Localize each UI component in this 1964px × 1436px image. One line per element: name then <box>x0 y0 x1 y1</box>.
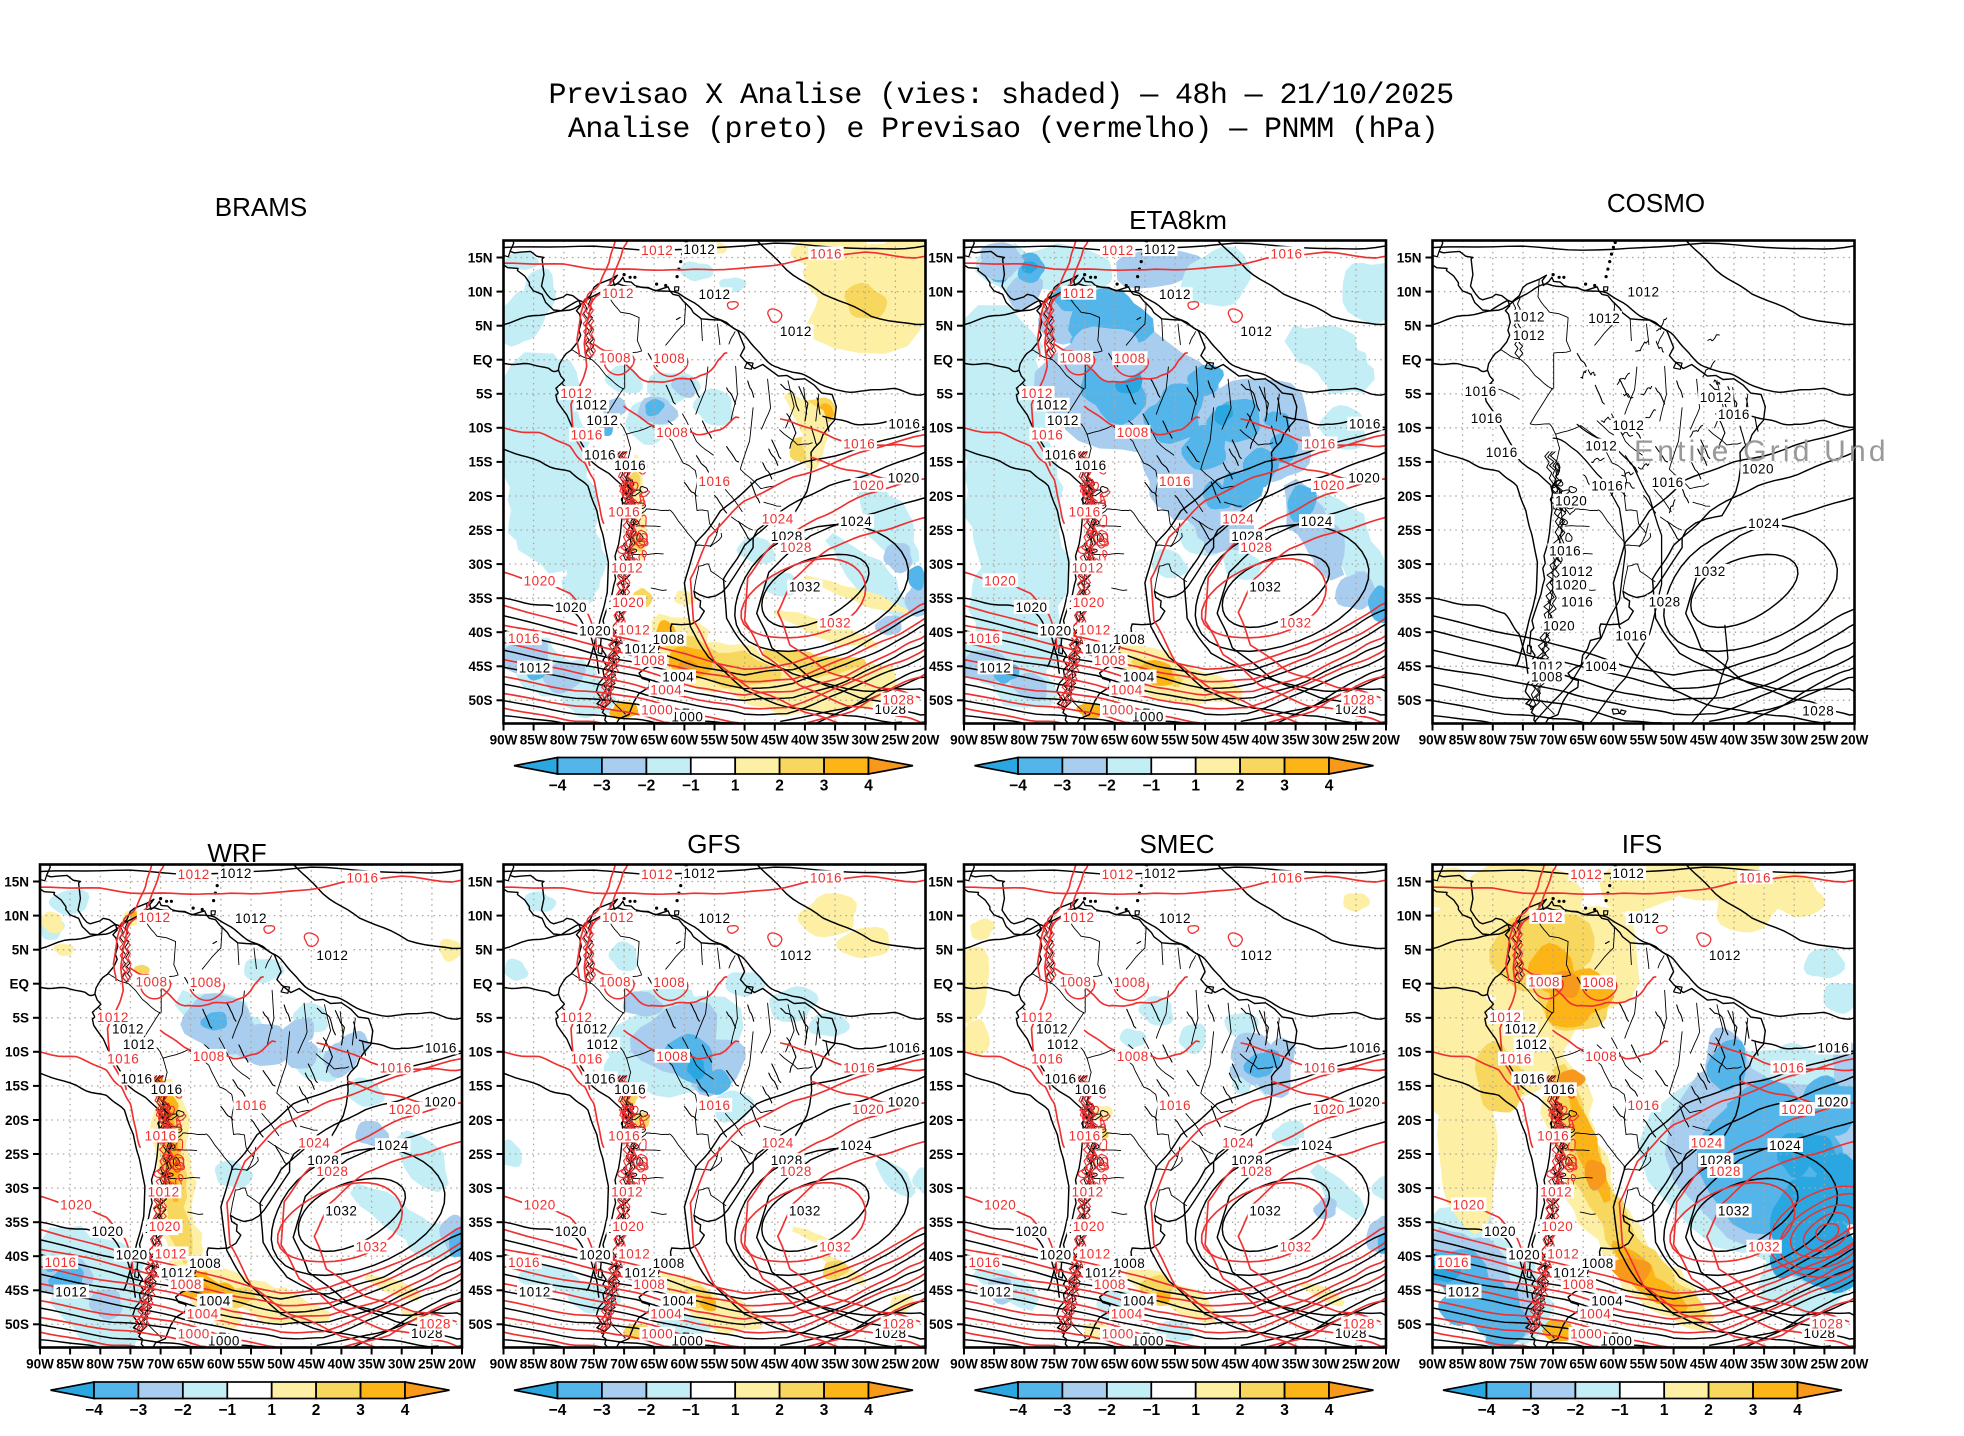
svg-text:GFS: GFS <box>687 829 740 859</box>
svg-text:SMEC: SMEC <box>1139 829 1214 859</box>
svg-text:1012: 1012 <box>1700 390 1732 405</box>
svg-text:1016: 1016 <box>1561 594 1593 609</box>
svg-text:1028: 1028 <box>1802 703 1834 718</box>
svg-text:1012: 1012 <box>1588 311 1620 326</box>
svg-text:1012: 1012 <box>1513 328 1545 343</box>
svg-text:Entire Grid Und: Entire Grid Und <box>1634 435 1889 468</box>
svg-text:1016: 1016 <box>1615 629 1647 644</box>
svg-text:1012: 1012 <box>1561 564 1593 579</box>
svg-text:1020: 1020 <box>1555 494 1587 509</box>
svg-text:1016: 1016 <box>1718 407 1750 422</box>
svg-text:Previsao X Analise (vies: shad: Previsao X Analise (vies: shaded) — 48h … <box>549 79 1454 113</box>
svg-text:1012: 1012 <box>1585 438 1617 453</box>
svg-text:1016: 1016 <box>1471 411 1503 426</box>
svg-text:1016: 1016 <box>1486 445 1518 460</box>
svg-text:1024: 1024 <box>1748 516 1780 531</box>
svg-text:1012: 1012 <box>1627 285 1659 300</box>
svg-text:1020: 1020 <box>1555 577 1587 592</box>
svg-text:1016: 1016 <box>1465 384 1497 399</box>
svg-text:WRF: WRF <box>207 838 266 868</box>
svg-text:1012: 1012 <box>1612 418 1644 433</box>
svg-text:1012: 1012 <box>1513 310 1545 325</box>
svg-text:1028: 1028 <box>1649 594 1681 609</box>
svg-text:1008: 1008 <box>1531 669 1563 684</box>
svg-text:Analise (preto) e Previsao (ve: Analise (preto) e Previsao (vermelho) — … <box>568 113 1438 147</box>
svg-text:1016: 1016 <box>1652 475 1684 490</box>
svg-text:1020: 1020 <box>1543 618 1575 633</box>
svg-text:IFS: IFS <box>1622 829 1662 859</box>
svg-text:1020: 1020 <box>1742 462 1774 477</box>
svg-text:BRAMS: BRAMS <box>215 192 307 222</box>
svg-text:1016: 1016 <box>1591 479 1623 494</box>
svg-text:1016: 1016 <box>1549 543 1581 558</box>
svg-text:1032: 1032 <box>1694 564 1726 579</box>
svg-text:ETA8km: ETA8km <box>1129 205 1227 235</box>
svg-text:COSMO: COSMO <box>1607 188 1705 218</box>
svg-text:1004: 1004 <box>1585 659 1617 674</box>
